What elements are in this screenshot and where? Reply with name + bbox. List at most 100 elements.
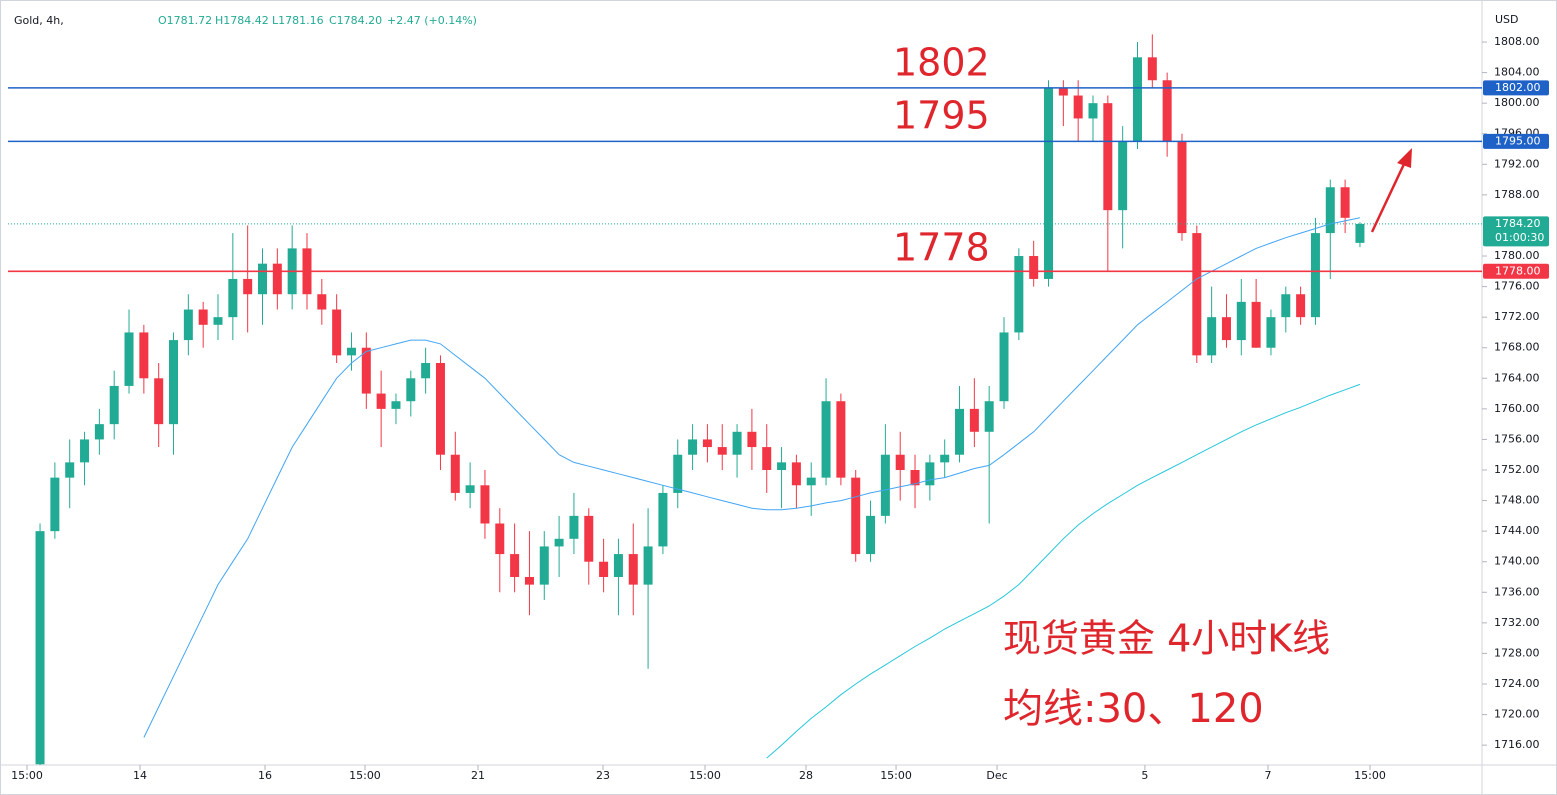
candle-body xyxy=(361,347,371,394)
annotation: 均线:30、120 xyxy=(1003,686,1264,732)
x-tick-label: 5 xyxy=(1141,769,1148,782)
candle-body xyxy=(65,462,75,478)
countdown-label: 01:00:30 xyxy=(1495,231,1544,244)
x-tick-label: 15:00 xyxy=(689,769,721,782)
y-tick-label: 1724.00 xyxy=(1494,677,1540,690)
ohlc-value: L1781.16 xyxy=(272,14,324,27)
y-tick-label: 1732.00 xyxy=(1494,616,1540,629)
candle-body xyxy=(510,554,520,577)
y-tick-label: 1788.00 xyxy=(1494,188,1540,201)
y-tick-label: 1736.00 xyxy=(1494,585,1540,598)
candle-body xyxy=(169,340,179,425)
x-tick-label: 14 xyxy=(133,769,147,782)
x-tick-label: 21 xyxy=(471,769,485,782)
candle-body xyxy=(80,439,90,463)
candle-body xyxy=(984,401,994,432)
candle-body xyxy=(228,278,238,318)
y-tick-label: 1772.00 xyxy=(1494,310,1540,323)
y-tick-label: 1804.00 xyxy=(1494,66,1540,79)
y-tick-label: 1756.00 xyxy=(1494,432,1540,445)
price-tag xyxy=(1483,263,1549,279)
candle-body xyxy=(569,515,579,539)
candle-body xyxy=(851,477,861,555)
candle-body xyxy=(1058,87,1068,96)
y-tick-label: 1764.00 xyxy=(1494,371,1540,384)
candle-body xyxy=(777,462,787,471)
y-tick-label: 1728.00 xyxy=(1494,646,1540,659)
y-tick-label: 1752.00 xyxy=(1494,463,1540,476)
candle-body xyxy=(1073,95,1083,119)
candle-body xyxy=(880,454,890,516)
candle-body xyxy=(539,546,549,585)
candle-body xyxy=(554,538,564,547)
moving-average-line xyxy=(143,217,1361,738)
y-tick-label: 1808.00 xyxy=(1494,35,1540,48)
ohlc-value: H1784.42 xyxy=(215,14,269,27)
candle-body xyxy=(643,546,653,585)
candle-body xyxy=(317,294,327,310)
candle-body xyxy=(732,431,742,455)
candle-body xyxy=(272,263,282,295)
candle-body xyxy=(1118,141,1128,211)
candle-body xyxy=(1325,187,1335,234)
currency: USD xyxy=(1495,13,1519,26)
annotation: 1795 xyxy=(893,94,990,138)
candle-body xyxy=(1162,80,1172,142)
y-tick-label: 1748.00 xyxy=(1494,494,1540,507)
candle-body xyxy=(747,431,757,448)
candle-body xyxy=(955,408,965,455)
x-tick-label: 7 xyxy=(1264,769,1271,782)
candle-body xyxy=(866,515,876,555)
candle-body xyxy=(1310,233,1320,318)
price-tag-label: 1778.00 xyxy=(1495,264,1541,277)
candle-body xyxy=(139,332,149,379)
candle-body xyxy=(332,309,342,356)
x-tick-label: 15:00 xyxy=(1354,769,1386,782)
candle-body xyxy=(124,332,134,386)
candle-body xyxy=(688,439,698,455)
candle-body xyxy=(198,309,208,325)
candle-body xyxy=(762,447,772,471)
price-tag xyxy=(1483,80,1549,96)
annotation: 1778 xyxy=(893,226,990,270)
y-tick-label: 1780.00 xyxy=(1494,249,1540,262)
price-tag-label: 1802.00 xyxy=(1495,81,1541,94)
y-tick-label: 1792.00 xyxy=(1494,157,1540,170)
y-tick-label: 1744.00 xyxy=(1494,524,1540,537)
candle-body xyxy=(376,393,386,409)
y-tick-label: 1768.00 xyxy=(1494,341,1540,354)
annotation: 1802 xyxy=(893,41,990,85)
candle-body xyxy=(1014,256,1024,333)
candle-body xyxy=(821,401,831,478)
candle-body xyxy=(1044,87,1054,279)
x-tick-label: 15:00 xyxy=(349,769,381,782)
ohlc-value: +2.47 (+0.14%) xyxy=(387,14,477,27)
candle-body xyxy=(999,332,1009,402)
candle-body xyxy=(1088,103,1098,119)
candle-body xyxy=(257,263,267,295)
candle-body xyxy=(910,470,920,486)
annotation: 现货黄金 4小时K线 xyxy=(1003,617,1330,661)
candle-body xyxy=(1281,294,1291,318)
candle-body xyxy=(183,309,193,341)
candle-body xyxy=(895,454,905,471)
candle-body xyxy=(1147,57,1157,81)
candle-body xyxy=(1296,294,1306,318)
candle-body xyxy=(94,424,104,440)
price-tag-label: 1784.20 xyxy=(1495,217,1541,230)
candle-body xyxy=(50,477,60,532)
x-tick-label: 23 xyxy=(596,769,610,782)
candle-body xyxy=(1192,233,1202,356)
candle-body xyxy=(969,408,979,432)
candle-body xyxy=(1266,317,1276,348)
ohlc-value: O1781.72 xyxy=(158,14,212,27)
x-tick-label: 16 xyxy=(258,769,272,782)
candle-body xyxy=(435,363,445,455)
y-tick-label: 1760.00 xyxy=(1494,402,1540,415)
moving-average-line xyxy=(766,383,1361,759)
y-tick-label: 1716.00 xyxy=(1494,738,1540,751)
candle-body xyxy=(346,347,356,356)
candle-body xyxy=(1251,301,1261,348)
candle-body xyxy=(673,454,683,493)
